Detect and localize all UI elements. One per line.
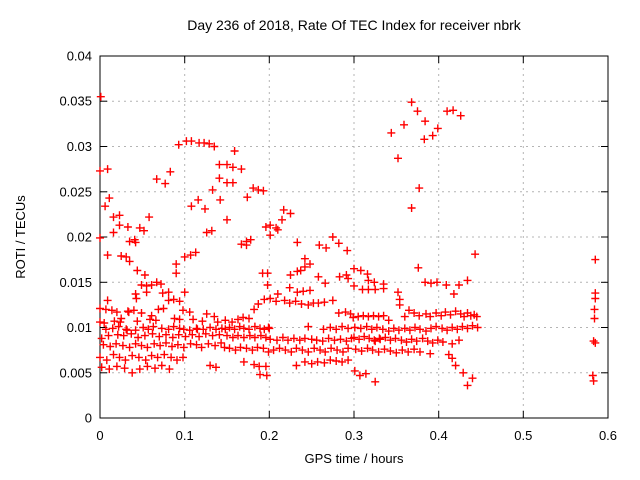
y-tick-labels: 0 0.005 0.01 0.015 0.02 0.025 0.03 0.035 0.04: [59, 49, 92, 426]
svg-text:0.035: 0.035: [59, 94, 92, 109]
x-axis-label: GPS time / hours: [305, 451, 404, 466]
svg-text:0.025: 0.025: [59, 184, 92, 199]
svg-text:0.03: 0.03: [67, 139, 92, 154]
x-tick-labels: 0 0.1 0.2 0.3 0.4 0.5 0.6: [96, 428, 617, 443]
svg-text:0.3: 0.3: [345, 428, 363, 443]
svg-text:0.01: 0.01: [67, 320, 92, 335]
svg-text:0.5: 0.5: [514, 428, 532, 443]
svg-text:0.2: 0.2: [260, 428, 278, 443]
svg-text:0.04: 0.04: [67, 49, 92, 64]
svg-text:0.015: 0.015: [59, 275, 92, 290]
grid-lines: [100, 56, 608, 418]
svg-text:0: 0: [85, 411, 92, 426]
svg-text:0.005: 0.005: [59, 365, 92, 380]
svg-text:0.02: 0.02: [67, 230, 92, 245]
svg-text:0.6: 0.6: [599, 428, 617, 443]
scatter-points: [96, 92, 600, 390]
y-axis-label: ROTI / TECUs: [13, 195, 28, 279]
svg-text:0: 0: [96, 428, 103, 443]
chart-title: Day 236 of 2018, Rate Of TEC Index for r…: [187, 17, 522, 33]
svg-text:0.1: 0.1: [176, 428, 194, 443]
svg-text:0.4: 0.4: [430, 428, 448, 443]
